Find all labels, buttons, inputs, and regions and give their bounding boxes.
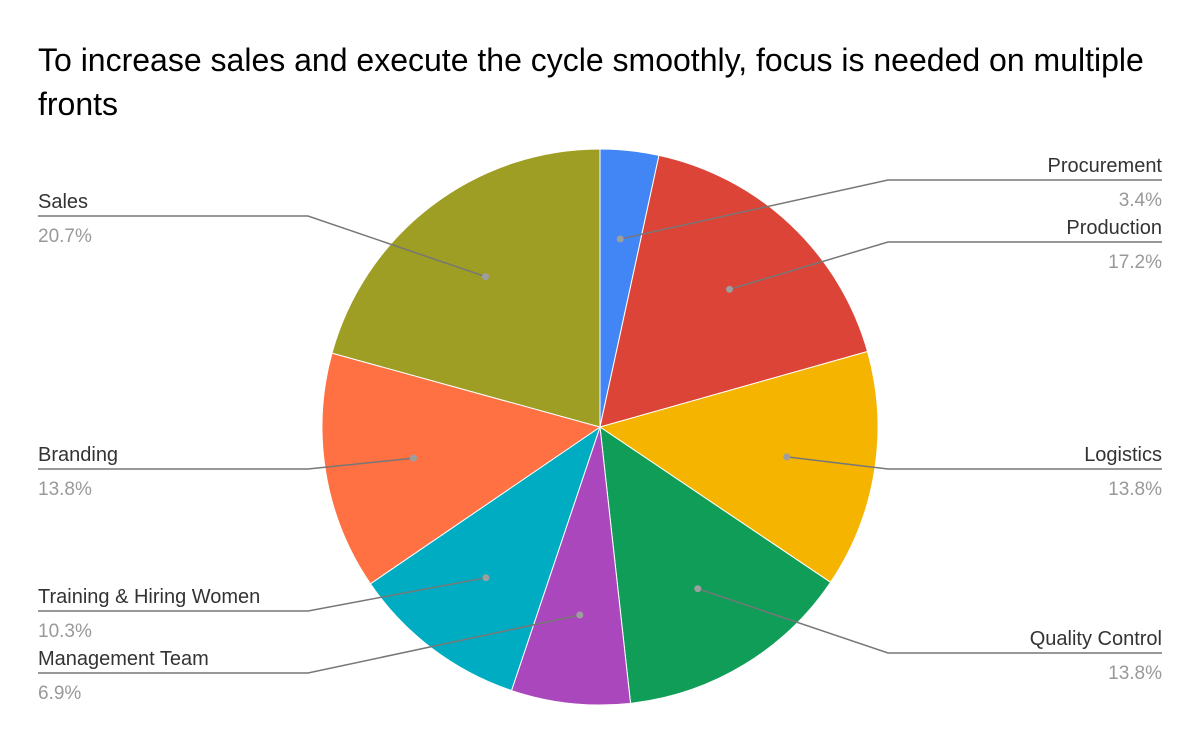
slice-value-quality-control: 13.8% [1108,663,1162,684]
slice-label-logistics: Logistics [1084,444,1162,466]
pie-slice-sales[interactable] [331,148,601,428]
leader-dot-management-team [576,611,584,619]
slice-value-management-team: 6.9% [38,683,81,704]
leader-line-production [729,241,1162,291]
leader-dot-procurement [616,235,624,243]
slice-label-production: Production [1066,217,1162,239]
slice-value-logistics: 13.8% [1108,479,1162,500]
pie-slice-management-team[interactable] [510,426,632,706]
pie-slice-training-hiring-women[interactable] [369,425,601,692]
slice-label-procurement: Procurement [1048,155,1163,177]
pie-slice-logistics[interactable] [598,350,879,584]
leader-dot-quality-control [694,585,702,593]
pie-slice-quality-control[interactable] [599,425,832,704]
leader-dot-branding [410,454,417,462]
slice-value-training-hiring-women: 10.3% [38,621,92,642]
leader-lines [38,179,1162,674]
leader-dot-logistics [783,453,791,461]
leader-line-quality-control [697,587,1162,654]
slice-label-branding: Branding [38,444,118,466]
slice-label-quality-control: Quality Control [1030,628,1162,650]
leader-line-training-hiring-women [38,576,487,612]
leader-dot-sales [482,273,489,281]
slice-label-training-hiring-women: Training & Hiring Women [38,586,260,608]
leader-line-procurement [620,179,1162,240]
pie-slice-branding[interactable] [321,352,602,585]
slice-value-branding: 13.8% [38,479,92,500]
leader-line-sales [38,215,486,278]
slice-value-sales: 20.7% [38,226,92,247]
slice-label-management-team: Management Team [38,648,209,670]
leader-line-logistics [786,456,1162,470]
slice-value-procurement: 3.4% [1119,190,1162,211]
chart-title: To increase sales and execute the cycle … [38,42,1144,122]
pie-slice-production[interactable] [599,154,869,428]
slice-label-sales: Sales [38,191,88,213]
slice-labels: Procurement 3.4% Production 17.2% Logistics 1… [38,155,1162,704]
leader-line-branding [38,457,414,470]
slice-value-production: 17.2% [1108,252,1162,273]
leader-dot-production [726,285,733,293]
pie-slices [321,148,879,706]
leader-line-management-team [38,614,580,674]
leader-dot-training-hiring-women [482,574,490,582]
